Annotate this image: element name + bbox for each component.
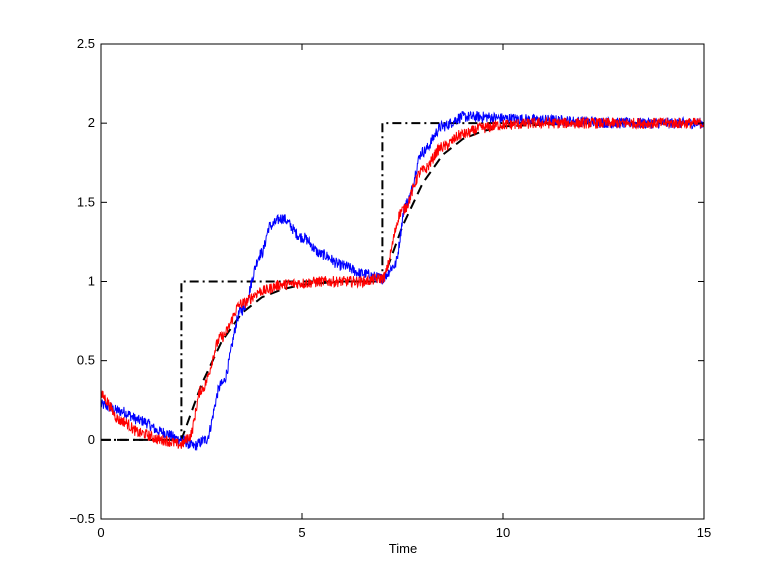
x-tick-label: 15 — [697, 525, 711, 540]
x-axis-label: Time — [389, 541, 417, 556]
axes-layer: 0 5 10 15−0.500.511.522.5 — [69, 36, 711, 540]
y-tick-label: 2 — [88, 115, 95, 130]
x-tick-label: 0 — [97, 525, 104, 540]
y-tick-label: 2.5 — [77, 36, 95, 51]
x-tick-label: 10 — [496, 525, 510, 540]
series-dashdot-line — [101, 122, 704, 441]
y-tick-label: −0.5 — [69, 511, 95, 526]
series-layer — [100, 110, 705, 451]
y-tick-label: 1.5 — [77, 194, 95, 209]
series-red-line — [100, 116, 705, 449]
y-tick-label: 0.5 — [77, 353, 95, 368]
x-tick-label: 5 — [298, 525, 305, 540]
y-tick-label: 0 — [88, 432, 95, 447]
y-tick-label: 1 — [88, 274, 95, 289]
